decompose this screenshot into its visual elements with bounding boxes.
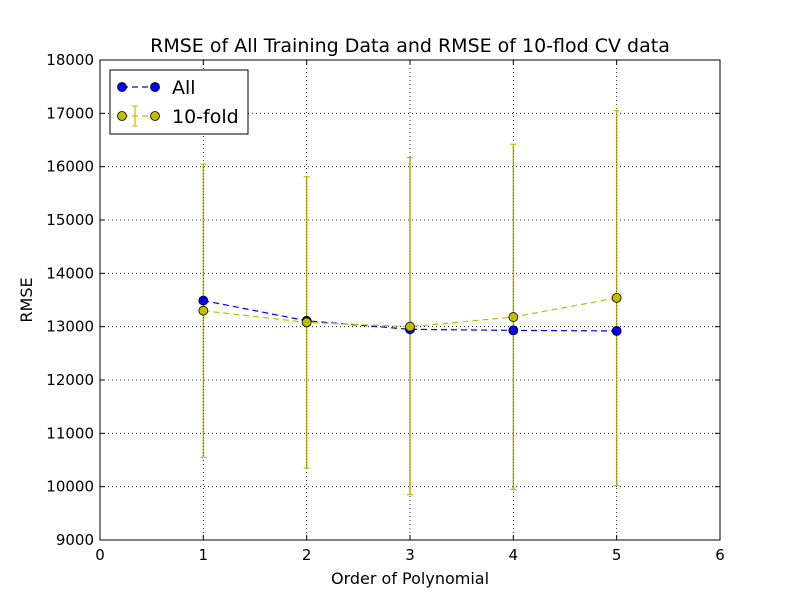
x-tick-label: 1 <box>199 546 209 564</box>
x-axis-title: Order of Polynomial <box>331 569 489 588</box>
data-point-10-fold <box>301 317 312 328</box>
legend-marker <box>150 111 160 121</box>
legend-box <box>109 69 249 135</box>
y-tick-label: 14000 <box>46 264 94 282</box>
data-point-10-fold <box>198 305 209 316</box>
axis-ticks: 0 1 2 3 4 5 6 9000 10000 11000 12000 13000 14000 1500… <box>46 51 724 564</box>
y-axis-title: RMSE <box>17 277 36 322</box>
y-tick-label: 11000 <box>46 424 94 442</box>
chart-title: RMSE of All Training Data and RMSE of 10… <box>150 35 670 57</box>
x-tick-label: 3 <box>405 546 415 564</box>
data-point-All <box>198 295 209 306</box>
legend-label: 10-fold <box>172 106 239 128</box>
x-tick-label: 5 <box>612 546 622 564</box>
y-tick-label: 17000 <box>46 104 94 122</box>
legend-marker <box>150 82 160 92</box>
x-tick-label: 2 <box>302 546 312 564</box>
legend-marker <box>117 82 127 92</box>
y-tick-label: 12000 <box>46 371 94 389</box>
x-tick-label: 0 <box>95 546 105 564</box>
x-tick-label: 4 <box>509 546 519 564</box>
y-tick-label: 10000 <box>46 478 94 496</box>
y-tick-label: 9000 <box>56 531 94 549</box>
data-point-10-fold <box>508 312 519 322</box>
series-line-All <box>203 299 617 332</box>
legend: All 10-fold <box>109 69 249 135</box>
legend-label: All <box>172 77 196 99</box>
y-tick-label: 13000 <box>46 318 94 336</box>
x-tick-label: 6 <box>715 546 725 564</box>
series-layer <box>198 110 622 496</box>
data-point-10-fold <box>405 321 415 332</box>
y-tick-label: 16000 <box>46 158 94 176</box>
y-tick-label: 15000 <box>46 211 94 229</box>
plot-frame <box>99 59 721 541</box>
y-tick-label: 18000 <box>46 51 94 69</box>
data-point-10-fold <box>611 292 622 303</box>
data-point-All <box>611 326 622 336</box>
legend-marker <box>117 111 127 121</box>
data-point-All <box>508 325 519 336</box>
